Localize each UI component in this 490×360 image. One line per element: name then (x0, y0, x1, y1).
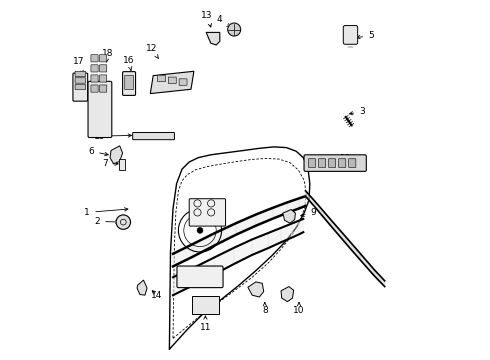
FancyBboxPatch shape (189, 199, 225, 226)
Text: 3: 3 (349, 107, 365, 116)
Polygon shape (269, 228, 281, 248)
FancyBboxPatch shape (349, 159, 356, 167)
Text: 9: 9 (301, 208, 316, 217)
FancyBboxPatch shape (125, 75, 133, 90)
Text: 13: 13 (201, 10, 213, 27)
FancyBboxPatch shape (328, 159, 336, 167)
Polygon shape (315, 202, 331, 226)
Polygon shape (215, 223, 236, 246)
Circle shape (228, 23, 241, 36)
Polygon shape (256, 208, 273, 226)
Polygon shape (150, 71, 194, 94)
FancyBboxPatch shape (91, 85, 98, 92)
FancyBboxPatch shape (122, 72, 136, 95)
Polygon shape (234, 239, 252, 264)
FancyBboxPatch shape (193, 296, 219, 314)
Polygon shape (374, 269, 385, 287)
Text: 2: 2 (95, 217, 119, 226)
FancyBboxPatch shape (133, 132, 174, 140)
FancyBboxPatch shape (119, 159, 125, 170)
FancyBboxPatch shape (75, 71, 86, 77)
Text: 6: 6 (88, 147, 108, 156)
FancyBboxPatch shape (157, 75, 166, 82)
Text: 18: 18 (335, 154, 351, 163)
Circle shape (116, 215, 130, 229)
FancyBboxPatch shape (91, 75, 98, 82)
FancyBboxPatch shape (308, 159, 316, 167)
FancyBboxPatch shape (343, 26, 358, 44)
FancyBboxPatch shape (75, 84, 86, 90)
Polygon shape (236, 215, 256, 235)
Polygon shape (331, 220, 346, 243)
FancyBboxPatch shape (99, 55, 107, 62)
FancyBboxPatch shape (99, 75, 107, 82)
FancyBboxPatch shape (177, 266, 223, 288)
FancyBboxPatch shape (169, 77, 176, 84)
Polygon shape (283, 210, 295, 223)
Polygon shape (299, 219, 303, 234)
Polygon shape (305, 191, 315, 207)
Text: 1: 1 (84, 208, 128, 217)
Polygon shape (206, 32, 220, 45)
Polygon shape (215, 248, 234, 274)
Polygon shape (292, 221, 299, 238)
FancyBboxPatch shape (88, 81, 112, 138)
FancyBboxPatch shape (91, 55, 98, 62)
Text: 12: 12 (146, 44, 158, 58)
FancyBboxPatch shape (318, 159, 326, 167)
Polygon shape (193, 257, 215, 285)
FancyBboxPatch shape (99, 65, 107, 72)
Polygon shape (299, 196, 305, 208)
FancyBboxPatch shape (75, 78, 86, 83)
Circle shape (197, 228, 203, 233)
Text: 15: 15 (94, 132, 131, 140)
FancyBboxPatch shape (91, 65, 98, 72)
Polygon shape (248, 282, 264, 297)
Polygon shape (346, 237, 360, 260)
Text: 17: 17 (73, 57, 84, 74)
Polygon shape (110, 146, 122, 164)
Polygon shape (193, 233, 215, 257)
Polygon shape (173, 244, 193, 266)
Text: 16: 16 (123, 56, 135, 71)
Polygon shape (288, 198, 299, 213)
Polygon shape (173, 268, 193, 295)
Text: 14: 14 (151, 291, 163, 300)
FancyBboxPatch shape (73, 73, 88, 101)
Polygon shape (252, 233, 269, 255)
Polygon shape (281, 224, 292, 242)
FancyBboxPatch shape (179, 79, 187, 85)
FancyBboxPatch shape (99, 85, 107, 92)
Text: 5: 5 (357, 31, 374, 40)
FancyBboxPatch shape (339, 159, 346, 167)
Polygon shape (281, 287, 294, 302)
Text: 4: 4 (217, 15, 230, 27)
Text: 18: 18 (102, 49, 113, 62)
Text: 7: 7 (102, 159, 118, 168)
Text: 11: 11 (199, 316, 211, 332)
Text: 8: 8 (262, 302, 268, 315)
Text: 10: 10 (293, 302, 305, 315)
FancyBboxPatch shape (304, 155, 367, 171)
Polygon shape (137, 280, 147, 295)
Polygon shape (360, 253, 374, 275)
Polygon shape (273, 202, 288, 219)
